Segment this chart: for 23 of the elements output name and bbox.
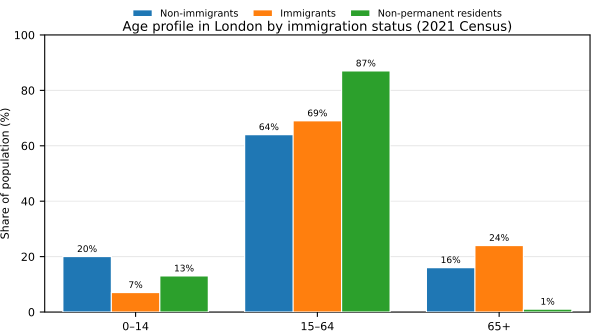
data-label: 16% [442,256,460,264]
y-tick-label: 20 [22,252,34,261]
y-tick-label: 60 [22,142,34,150]
chart-title: Age profile in London by immigration status (2021 Census) [122,20,512,34]
data-label: 20% [78,245,97,252]
y-tick-label: 40 [21,197,34,206]
data-label: 13% [175,264,194,272]
legend-label: Non-permanent residents [378,9,502,19]
x-tick-label: 15–64 [302,322,334,330]
x-tick-label: 65+ [488,322,510,330]
data-label: 69% [308,109,327,116]
data-label: 7% [129,281,142,288]
y-axis-title: Share of population (%) [0,108,11,239]
y-tick-label: 80 [22,86,34,95]
y-tick-label: 100 [14,30,34,40]
data-label: 1% [541,298,554,305]
data-label: 87% [356,60,376,66]
x-tick-label: 0–14 [122,322,148,330]
data-label: 64% [259,123,278,130]
legend-label: Immigrants [281,9,336,19]
data-label: 24% [490,234,509,241]
y-tick-label: 0 [28,308,34,316]
legend-label: Non-immigrants [160,9,238,19]
